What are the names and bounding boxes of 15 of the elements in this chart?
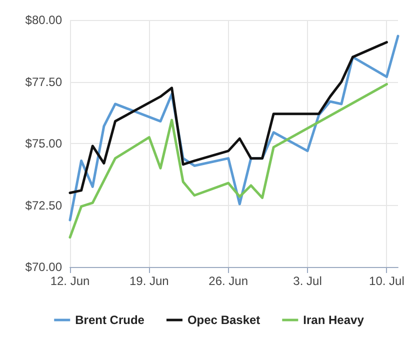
x-tick-label: 19. Jun [129, 274, 169, 288]
y-tick-label: $72.50 [25, 198, 62, 212]
line-series [68, 82, 388, 239]
y-tick-label: $77.50 [25, 74, 62, 89]
legend-label: Iran Heavy [303, 313, 364, 327]
y-tick-label: $70.00 [25, 260, 62, 274]
y-tick-label: $80.00 [25, 13, 62, 27]
line-series [68, 40, 388, 194]
y-tick-label: $75.00 [25, 136, 62, 150]
x-tick-label: 3. Jul [293, 274, 322, 288]
x-tick-label: 26. Jun [208, 274, 248, 288]
x-tick-label: 10. Jul [369, 274, 404, 288]
legend-label: Opec Basket [187, 313, 260, 327]
legend-label: Brent Crude [75, 313, 145, 327]
x-tick-label: 12. Jun [50, 274, 90, 288]
